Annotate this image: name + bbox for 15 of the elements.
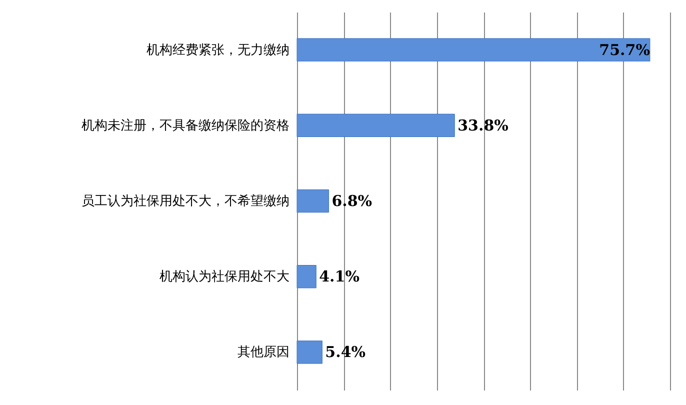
bar (296, 114, 455, 137)
data-label: 4.1% (319, 268, 360, 286)
data-label: 33.8% (458, 116, 508, 134)
data-label: 75.7% (599, 40, 650, 59)
bar (296, 265, 316, 288)
y-tick-label: 机构未注册，不具备缴纳保险的资格 (82, 118, 290, 134)
y-tick-label: 员工认为社保用处不大，不希望缴纳 (82, 194, 290, 209)
y-tick-label: 其他原因 (238, 345, 290, 360)
bar (296, 189, 329, 213)
data-label: 5.4% (325, 343, 366, 362)
data-label: 6.8% (332, 192, 372, 210)
bar (296, 340, 322, 364)
y-tick-label: 机构认为社保用处不大 (160, 270, 290, 285)
bar (296, 38, 650, 62)
y-tick-label: 机构经费紧张，无力缴纳 (146, 42, 290, 58)
